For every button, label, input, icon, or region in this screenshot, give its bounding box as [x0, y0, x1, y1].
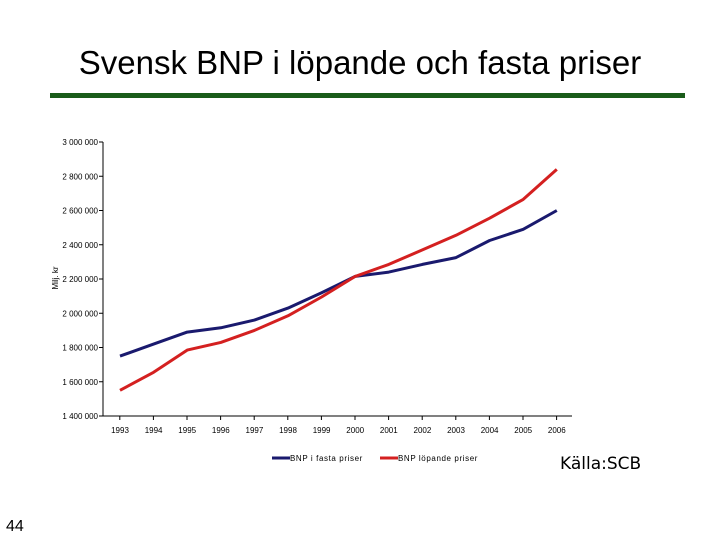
- chart-axes: [102, 142, 572, 417]
- x-tick-label: 1994: [145, 426, 163, 435]
- y-tick-label: 2 400 000: [62, 241, 98, 250]
- y-axis-label: Milj. kr: [51, 266, 60, 289]
- x-tick-label: 1996: [212, 426, 230, 435]
- legend-label: BNP löpande priser: [398, 454, 478, 463]
- x-tick-label: 2001: [380, 426, 398, 435]
- source-note: Källa:SCB: [560, 454, 642, 474]
- y-tick-label: 2 200 000: [62, 275, 98, 284]
- x-tick-label: 1999: [313, 426, 331, 435]
- series-line-lopande-priser: [119, 168, 558, 392]
- x-tick-label: 2005: [514, 426, 532, 435]
- y-axis-ticks: 1 400 000 1 600 000 1 800 000 2 000 000 2 20…: [62, 138, 103, 421]
- slide-title: Svensk BNP i löpande och fasta priser: [78, 44, 642, 81]
- page-number: 44: [6, 518, 24, 535]
- x-tick-label: 1997: [246, 426, 264, 435]
- y-tick-label: 1 600 000: [62, 378, 98, 387]
- x-axis-ticks: 1993 1994 1995 1996 1997 1998 1999 2000 2001 2002…: [111, 416, 566, 435]
- y-tick-label: 1 800 000: [62, 344, 98, 353]
- x-tick-label: 2002: [414, 426, 432, 435]
- title-underline: [50, 93, 685, 98]
- x-tick-label: 1998: [279, 426, 297, 435]
- series-line-fasta-priser: [119, 209, 558, 358]
- x-tick-label: 2006: [548, 426, 566, 435]
- chart-legend: BNP i fasta priser BNP löpande priser: [272, 454, 478, 463]
- x-tick-label: 2000: [346, 426, 364, 435]
- y-tick-label: 3 000 000: [62, 138, 98, 147]
- x-tick-label: 1995: [178, 426, 196, 435]
- y-tick-label: 2 800 000: [62, 172, 98, 181]
- y-tick-label: 2 600 000: [62, 207, 98, 216]
- x-tick-label: 2003: [447, 426, 465, 435]
- chart-series-lines: [119, 168, 558, 392]
- x-tick-label: 1993: [111, 426, 129, 435]
- legend-label: BNP i fasta priser: [290, 454, 363, 463]
- y-tick-label: 1 400 000: [62, 412, 98, 421]
- x-tick-label: 2004: [481, 426, 499, 435]
- y-tick-label: 2 000 000: [62, 309, 98, 318]
